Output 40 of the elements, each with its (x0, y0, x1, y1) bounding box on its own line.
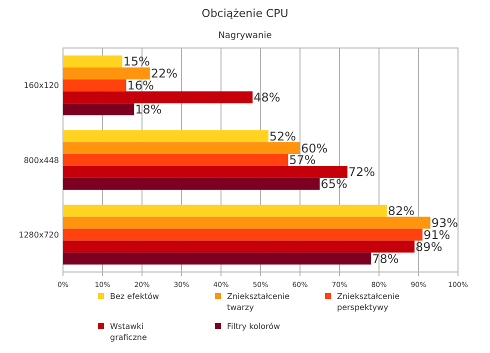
data-label: 72% (348, 165, 376, 180)
data-label: 18% (135, 102, 162, 116)
bar (63, 240, 415, 253)
data-label: 48% (254, 90, 280, 104)
data-label: 57% (289, 153, 316, 168)
legend-label: Zniekształcenie twarzy (227, 292, 290, 312)
legend-label: Zniekształcenie perspektywy (337, 292, 400, 312)
bar (63, 91, 253, 104)
legend-label: Filtry kolorów (227, 322, 281, 331)
y-tick-label: 160x120 (24, 81, 59, 90)
bar (63, 252, 372, 265)
data-label: 65% (320, 177, 348, 192)
data-label: 93% (431, 216, 458, 230)
data-label: 15% (123, 54, 150, 69)
y-tick-label: 1280x720 (18, 230, 59, 240)
data-label: 52% (269, 129, 296, 144)
data-label: 22% (150, 66, 178, 81)
bar (63, 142, 300, 154)
bar (63, 103, 134, 116)
bar (63, 154, 288, 166)
legend-label: Wstawki graficzne (110, 322, 147, 342)
data-label: 91% (423, 228, 450, 242)
data-label: 78% (372, 252, 399, 266)
bar (63, 67, 150, 80)
bar (63, 204, 387, 217)
bar (63, 130, 268, 142)
data-label: 89% (416, 240, 442, 254)
bar (63, 166, 348, 178)
bar (63, 178, 320, 190)
data-label: 82% (388, 204, 415, 218)
data-label: 16% (127, 78, 154, 93)
data-label: 60% (301, 141, 328, 156)
chart-subtitle: Nagrywanie (218, 31, 272, 41)
bar (63, 216, 430, 229)
bar (63, 55, 122, 68)
y-tick-label: 800x448 (24, 156, 59, 165)
legend-label: Bez efektów (110, 292, 160, 301)
chart-title: Obciążenie CPU (202, 7, 288, 20)
bar (63, 228, 422, 241)
bar (63, 79, 126, 92)
